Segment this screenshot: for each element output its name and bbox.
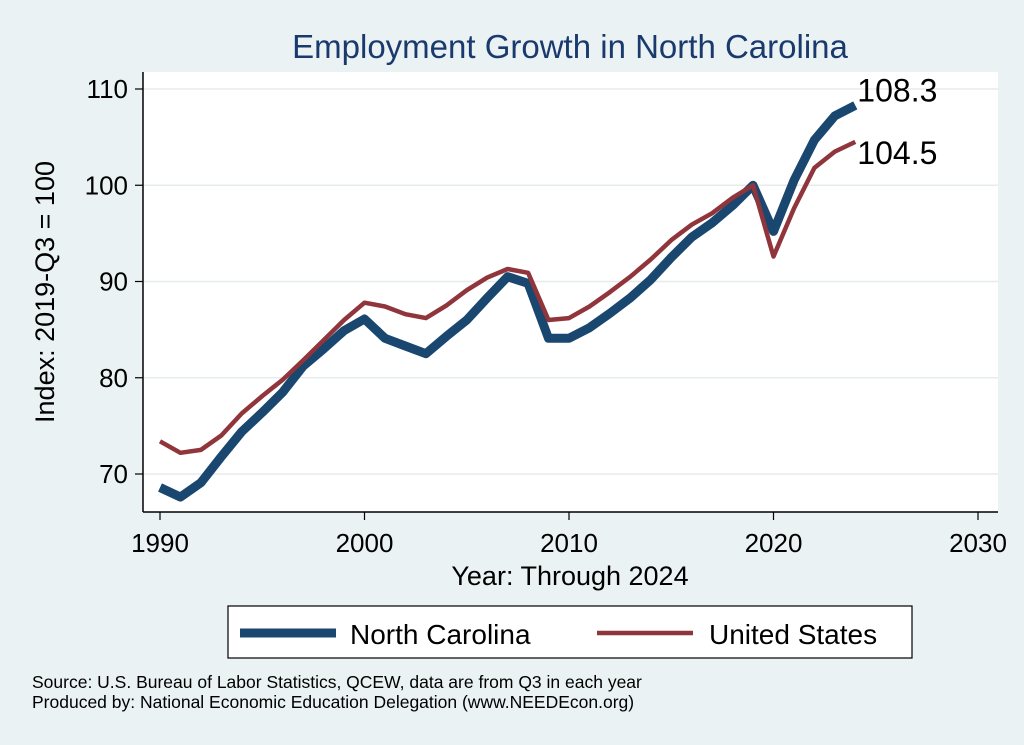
x-tick-label: 2000 [336,528,394,558]
y-tick-label: 110 [87,74,128,104]
chart-title: Employment Growth in North Carolina [292,28,848,65]
legend-label-united-states: United States [709,619,877,650]
series-line-united-states [158,139,857,456]
x-axis-label: Year: Through 2024 [451,561,688,591]
x-tick-label: 2030 [949,528,1007,558]
x-tick-label: 1990 [131,528,189,558]
series-line-north-carolina [158,101,858,502]
plot-area [143,72,998,512]
series-lines [158,101,858,502]
y-tick-label: 70 [99,459,128,489]
y-axis-label: Index: 2019-Q3 = 100 [30,161,60,423]
y-tick-label: 100 [85,170,128,200]
x-tick-label: 2010 [540,528,598,558]
legend-box [227,605,913,659]
x-axis-ticks: 1990 2000 2010 2020 2030 [131,512,1007,558]
legend: North Carolina United States [227,605,913,659]
y-tick-label: 90 [99,267,128,297]
end-labels: 108.3 104.5 [857,72,937,171]
source-note: Source: U.S. Bureau of Labor Statistics,… [32,672,642,712]
end-label-united-states: 104.5 [857,135,937,171]
end-label-north-carolina: 108.3 [857,72,937,108]
source-line: Source: U.S. Bureau of Labor Statistics,… [32,672,642,692]
x-tick-label: 2020 [745,528,803,558]
produced-by-line: Produced by: National Economic Education… [32,692,635,712]
y-tick-label: 80 [99,363,128,393]
legend-label-north-carolina: North Carolina [350,619,531,650]
y-axis-ticks: 70 80 90 100 110 [85,74,143,489]
